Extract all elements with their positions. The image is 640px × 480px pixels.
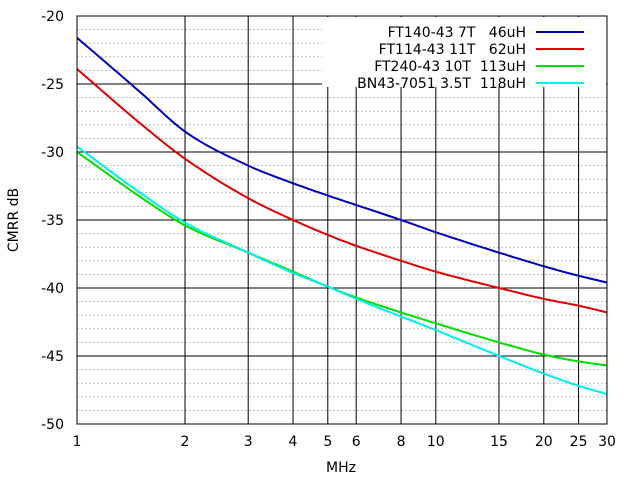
axis-ticks: -20 -25 -30 -35 -40 -45 -50 1 2 3 4 5 6 8 10 15 20 25 30	[41, 9, 616, 450]
series-line	[76, 37, 608, 284]
y-tick-label: -45	[41, 349, 64, 365]
y-tick-label: -40	[41, 281, 64, 297]
series-line	[76, 68, 608, 314]
y-tick-label: -35	[41, 213, 64, 229]
x-tick-label: 2	[181, 434, 190, 450]
x-tick-label: 10	[427, 434, 445, 450]
y-tick-label: -50	[41, 417, 64, 433]
x-axis-label: MHz	[326, 460, 356, 476]
y-tick-label: -30	[41, 145, 64, 161]
series-line	[76, 145, 608, 396]
x-tick-label: 4	[289, 434, 298, 450]
x-tick-label: 20	[535, 434, 553, 450]
legend-box	[322, 17, 606, 87]
x-tick-label: 8	[397, 434, 406, 450]
legend-label: FT240-43 10T 113uH	[374, 59, 526, 75]
legend-label: FT140-43 7T 46uH	[388, 25, 526, 41]
y-tick-label: -20	[41, 9, 64, 25]
y-tick-label: -25	[41, 77, 64, 93]
x-tick-label: 1	[73, 434, 82, 450]
plot-frame	[76, 15, 608, 425]
y-axis-label: CMRR dB	[6, 188, 22, 252]
x-tick-label: 30	[598, 434, 616, 450]
x-tick-label: 6	[352, 434, 361, 450]
series-lines	[76, 37, 608, 396]
x-tick-label: 15	[490, 434, 508, 450]
x-tick-label: 25	[570, 434, 588, 450]
x-tick-label: 5	[323, 434, 332, 450]
legend-label: BN43-7051 3.5T 118uH	[357, 76, 526, 92]
legend-label: FT114-43 11T 62uH	[379, 42, 526, 58]
x-tick-label: 3	[244, 434, 253, 450]
